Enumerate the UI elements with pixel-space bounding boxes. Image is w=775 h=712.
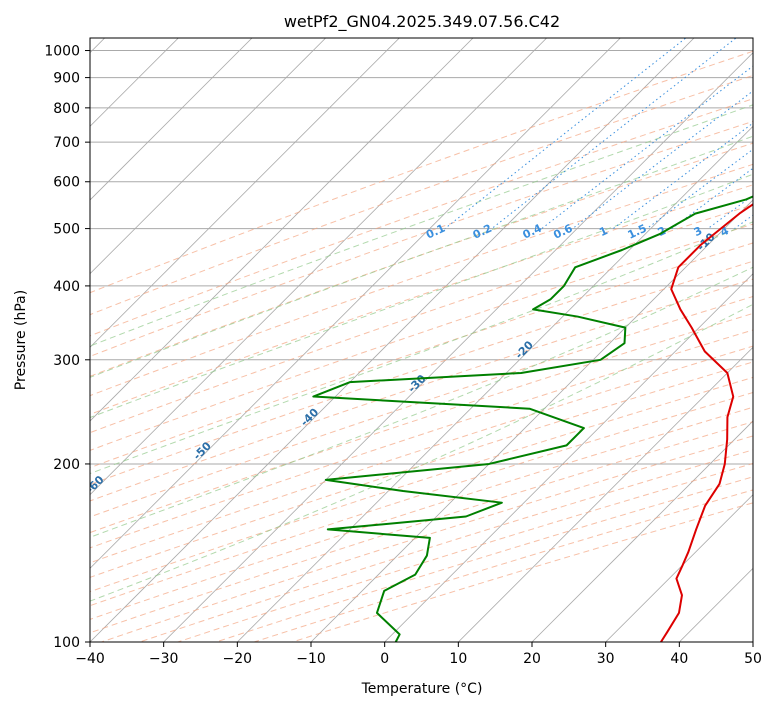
- isotherm-line: [531, 420, 753, 642]
- dry-adiabat-line: [90, 345, 753, 564]
- moist-adiabat-line: [90, 104, 753, 347]
- plot-frame: [89, 37, 754, 643]
- dry-adiabat-line: [90, 204, 753, 434]
- mixing-ratio-label: 0.6: [551, 222, 574, 242]
- moist-adiabat-line: [90, 266, 753, 538]
- mixing-ratio-line: [491, 38, 737, 229]
- x-tick-label: 10: [449, 651, 467, 667]
- isotherm-label: -30: [405, 372, 428, 395]
- dry-adiabat-line: [90, 50, 753, 294]
- moist-adiabat-line: [90, 303, 753, 602]
- moist-adiabat-line: [90, 221, 753, 475]
- dry-adiabat-line: [90, 361, 753, 578]
- moist-adiabat-line: [90, 135, 753, 378]
- isotherm-line: [90, 38, 400, 348]
- dry-adiabat-line: [90, 406, 753, 620]
- y-tick-label: 300: [53, 353, 80, 369]
- isotherm-line: [90, 38, 474, 422]
- dry-adiabat-line: [90, 376, 753, 593]
- mixing-ratio-line: [671, 167, 753, 229]
- isotherm-label: -50: [191, 439, 214, 462]
- y-tick-label: 800: [53, 101, 80, 117]
- isotherm-label: -20: [513, 338, 536, 361]
- dry-adiabat-line: [90, 295, 753, 518]
- mixing-ratio-line: [572, 90, 753, 229]
- temperature-profile: [660, 203, 753, 642]
- y-tick-label: 100: [53, 635, 80, 651]
- isotherm-line: [678, 567, 753, 642]
- x-tick-label: −30: [149, 651, 179, 667]
- dry-adiabat-line: [90, 184, 753, 415]
- isotherm-line: [752, 641, 753, 642]
- dry-adiabat-line: [90, 223, 753, 451]
- mixing-ratio-label: 0.4: [521, 221, 544, 241]
- y-tick-label: 700: [53, 135, 80, 151]
- x-tick-label: −20: [223, 651, 253, 667]
- y-tick-label: 400: [53, 279, 80, 295]
- x-tick-label: 0: [380, 651, 389, 667]
- isotherm-line: [236, 125, 753, 642]
- mixing-ratio-line: [646, 148, 753, 229]
- mixing-ratio-label: 1.5: [626, 222, 649, 242]
- mixing-ratio-label: 0.1: [424, 222, 447, 242]
- isotherm-line: [90, 38, 253, 201]
- x-tick-label: 30: [597, 651, 615, 667]
- dry-adiabat-line: [90, 74, 753, 316]
- mixing-ratio-line: [541, 65, 753, 229]
- mixing-ratio-label: 2: [656, 224, 668, 239]
- x-tick-label: 20: [523, 651, 541, 667]
- dry-adiabat-line: [90, 391, 753, 607]
- x-tick-label: −10: [296, 651, 326, 667]
- y-tick-label: 900: [53, 71, 80, 87]
- isotherm-label: -60: [83, 473, 106, 496]
- dry-adiabat-line: [252, 489, 753, 642]
- isotherm-line: [90, 38, 327, 275]
- isotherm-line: [90, 38, 548, 496]
- mixing-ratio-label: 6: [757, 224, 770, 239]
- x-tick-label: 40: [670, 651, 688, 667]
- dry-adiabat-line: [90, 260, 753, 486]
- y-tick-label: 500: [53, 222, 80, 238]
- y-axis-label: Pressure (hPa): [13, 290, 29, 390]
- dry-adiabat-line: [90, 329, 753, 549]
- x-axis-label: Temperature (°C): [361, 681, 483, 697]
- isotherm-line: [310, 199, 753, 642]
- dry-adiabat-line: [90, 120, 753, 357]
- mixing-ratio-line: [612, 122, 753, 229]
- mixing-ratio-label: 0.2: [471, 222, 494, 242]
- dry-adiabat-line: [90, 312, 753, 534]
- x-tick-label: −40: [75, 651, 105, 667]
- isotherm-line: [90, 38, 621, 569]
- dewpoint-profile: [312, 195, 753, 642]
- isotherm-line: [90, 38, 695, 642]
- x-tick-label: 50: [744, 651, 762, 667]
- y-tick-label: 1000: [44, 44, 80, 60]
- chart-title: wetPf2_GN04.2025.349.07.56.C42: [284, 12, 560, 32]
- dry-adiabat-line: [90, 163, 753, 397]
- isotherm-line: [605, 494, 753, 642]
- y-tick-label: 600: [53, 175, 80, 191]
- dry-adiabat-line: [90, 98, 753, 337]
- y-tick-label: 200: [53, 457, 80, 473]
- dry-adiabat-line: [90, 142, 753, 377]
- isotherm-line: [384, 273, 753, 642]
- isotherm-line: [163, 52, 753, 642]
- dry-adiabat-line: [90, 242, 753, 469]
- dry-adiabat-line: [90, 278, 753, 502]
- mixing-ratio-line: [444, 38, 687, 229]
- moist-adiabat-line: [90, 173, 753, 419]
